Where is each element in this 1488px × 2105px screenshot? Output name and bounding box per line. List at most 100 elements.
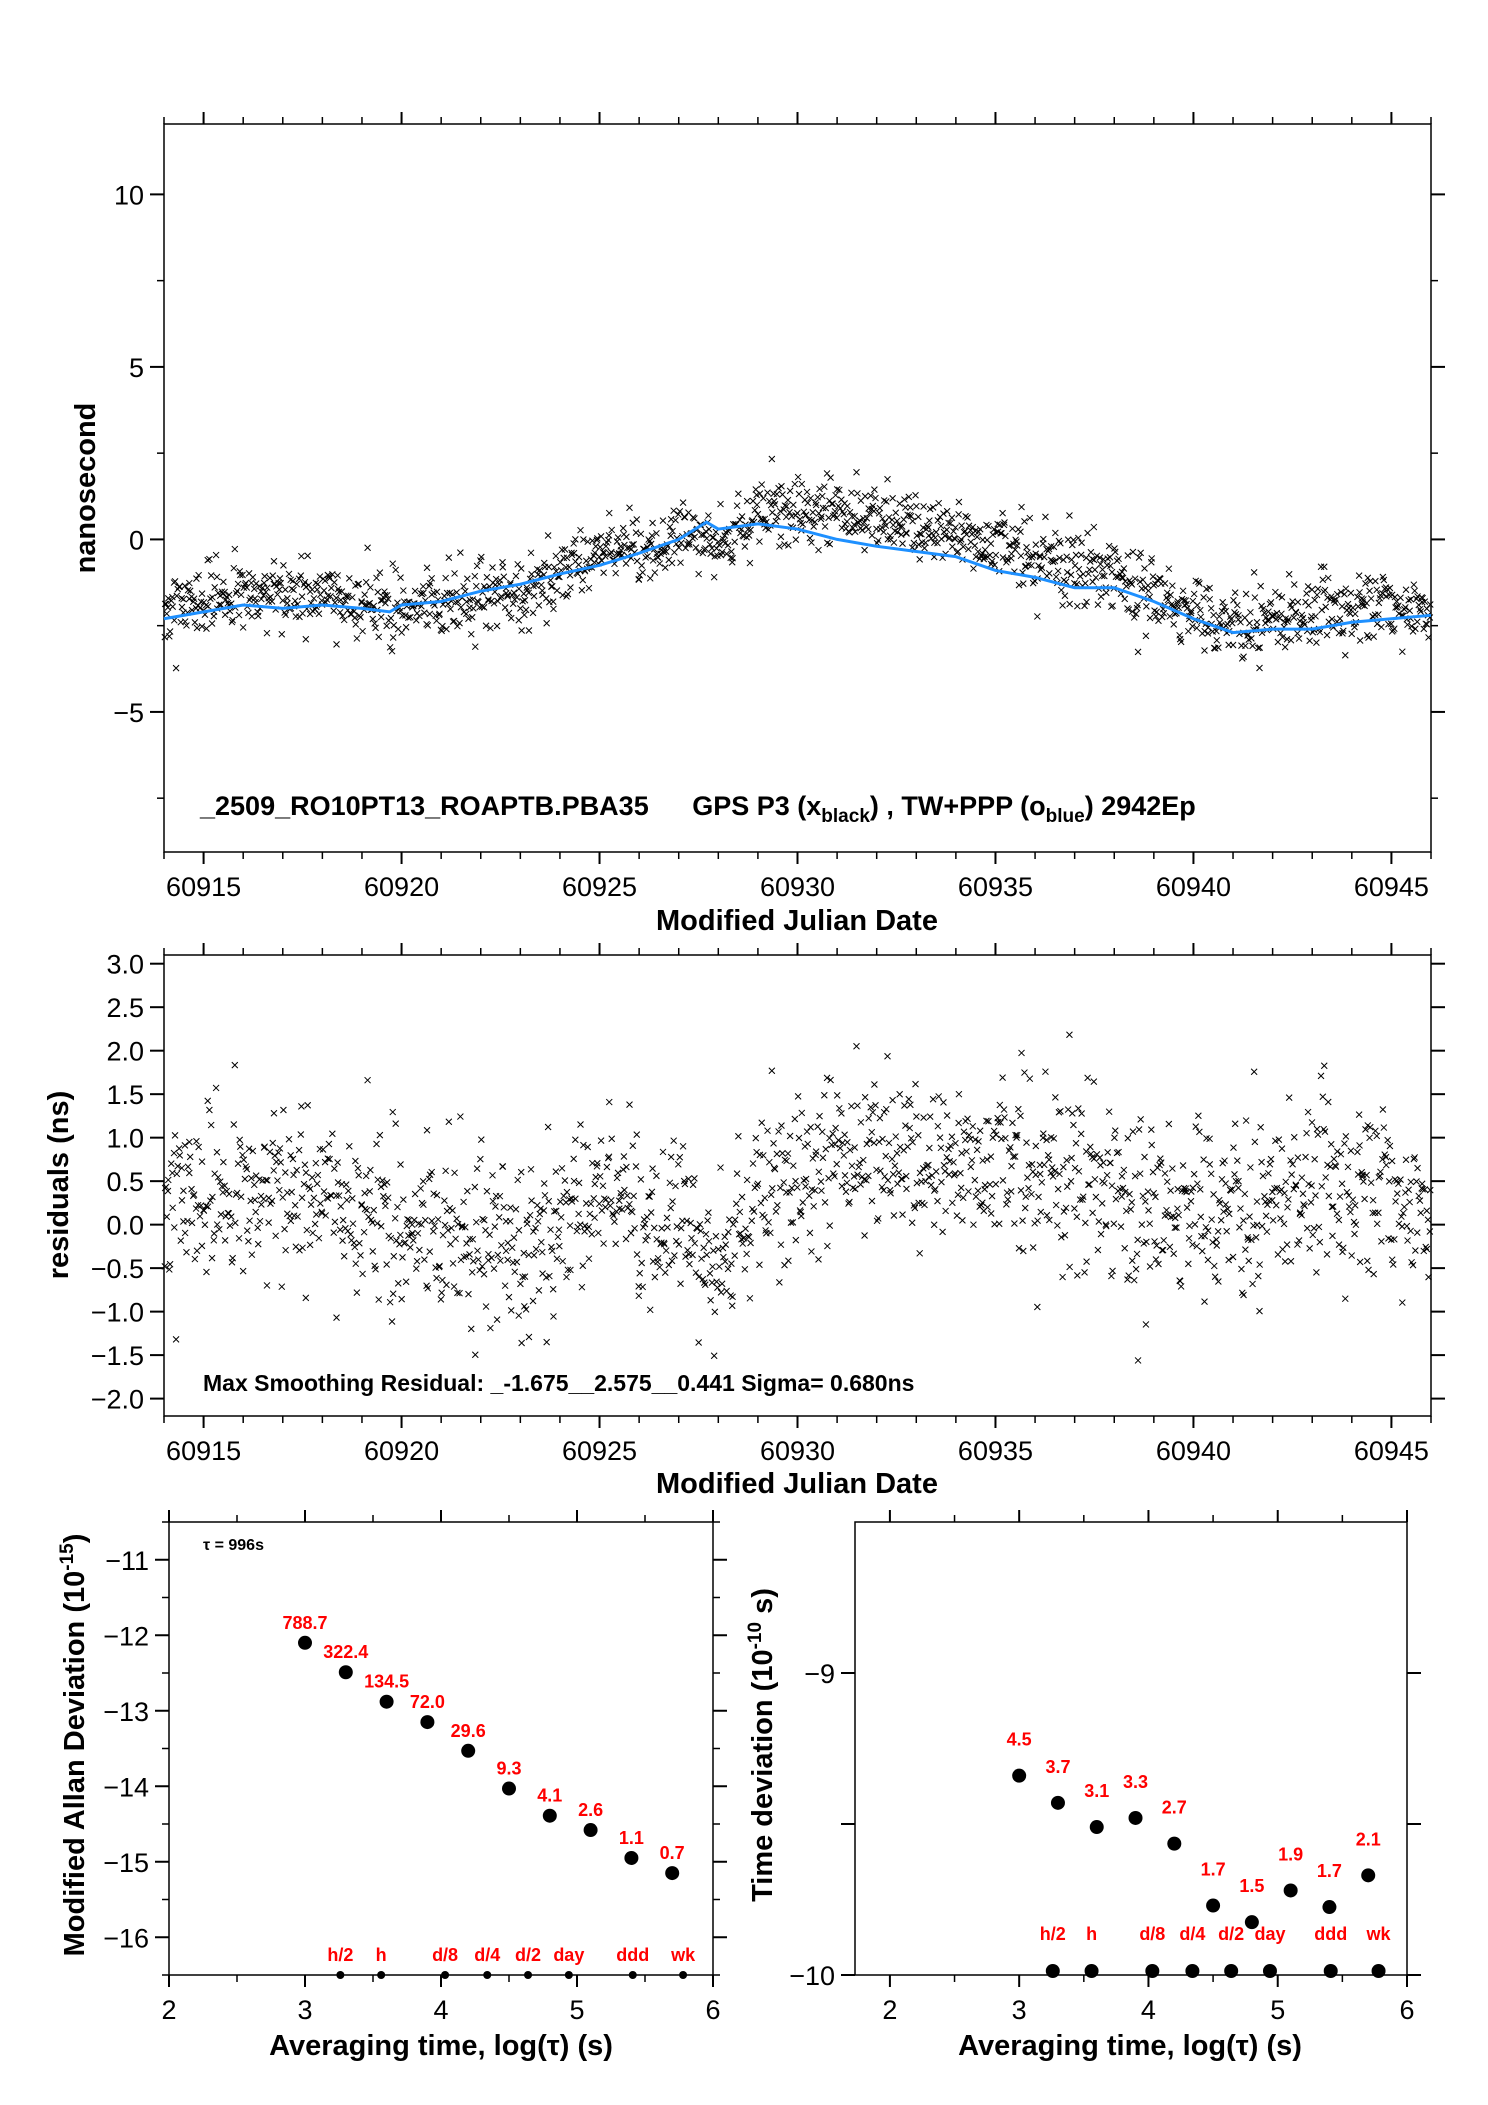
data-point [483,573,491,581]
data-point [787,1219,795,1226]
data-point [1125,606,1133,614]
data-point [1298,1174,1306,1182]
data-point [869,502,877,510]
data-point [1423,1245,1431,1253]
point-label: 0.7 [660,1843,685,1863]
data-point [946,1157,954,1165]
data-point [302,635,310,643]
data-point [210,1236,218,1244]
data-point [1238,1289,1246,1297]
data-point [911,1204,919,1212]
data-point [1159,1246,1167,1254]
data-point [677,1280,684,1288]
data-point [477,553,485,561]
data-point [575,1179,583,1187]
data-point [999,509,1006,517]
data-point [633,1251,641,1258]
data-point [826,1222,834,1229]
data-point [1201,647,1208,654]
data-point [1390,1235,1398,1243]
data-point [900,516,908,523]
data-point [552,1168,560,1175]
data-point [717,500,724,508]
data-point [303,1226,311,1234]
data-point [1021,1069,1028,1076]
data-point [1362,580,1369,587]
data-point [696,1221,704,1228]
data-point [681,513,689,521]
data-point [1213,636,1221,644]
data-point [1275,1136,1283,1143]
data-point [263,1177,271,1184]
data-point [992,1180,1000,1188]
x-tick-label: 6 [1399,1995,1414,2025]
plot-frame [168,1521,714,1976]
data-point [272,1232,280,1240]
data-point [163,610,171,618]
data-point [968,1156,976,1164]
data-point [700,1244,708,1252]
interval-label: d/4 [1179,1924,1205,1944]
data-point [948,514,956,522]
data-point [637,530,645,538]
data-point [1373,1220,1381,1228]
data-point [976,525,984,533]
data-point [1372,1127,1379,1135]
data-point [1258,1158,1265,1166]
data-point [1155,1260,1162,1268]
data-point [819,504,827,512]
data-point [857,1181,864,1188]
data-point [1026,514,1034,522]
data-point [1214,1278,1222,1285]
data-point [785,1257,792,1265]
data-point [426,1248,434,1256]
data-point [829,500,837,507]
data-point [1135,1126,1143,1133]
data-point [628,1208,636,1216]
data-point [1294,630,1301,637]
data-point [827,474,834,481]
data-point [525,1251,533,1259]
data-point [1323,1251,1331,1258]
data-point [406,613,414,621]
data-point [419,1178,427,1185]
point-label: 72.0 [410,1692,445,1712]
data-point [1308,1182,1315,1190]
data-point [1033,613,1041,620]
data-point [1149,573,1157,580]
data-point [367,584,374,591]
data-point [965,1131,973,1139]
data-point [1246,619,1253,627]
data-point [673,1223,681,1230]
data-point [1045,1156,1053,1163]
data-point [1125,1272,1133,1279]
data-point [295,1146,303,1154]
data-point [206,1106,213,1114]
data-point [641,1220,649,1228]
data-point [1407,1178,1415,1186]
data-point [1400,1203,1408,1211]
data-point [471,572,479,580]
data-point [1158,613,1166,621]
data-point [1066,600,1074,608]
data-point [710,573,718,581]
data-point [728,1260,735,1267]
data-point [607,548,615,556]
data-point [263,629,271,637]
data-point [183,1248,190,1256]
point-label: 3.1 [1084,1781,1109,1801]
data-point [1033,1303,1041,1311]
data-point [1086,1143,1094,1151]
point-label: 3.3 [1123,1772,1148,1792]
data-point [970,565,977,572]
data-point [1187,1197,1195,1205]
data-point [434,1216,442,1223]
data-point [964,514,971,521]
data-point [1173,1224,1180,1231]
data-point [203,625,210,632]
data-point [937,1144,945,1152]
data-point [278,630,286,638]
data-point [1424,1216,1432,1224]
data-point [1290,581,1298,588]
data-point [934,517,942,524]
